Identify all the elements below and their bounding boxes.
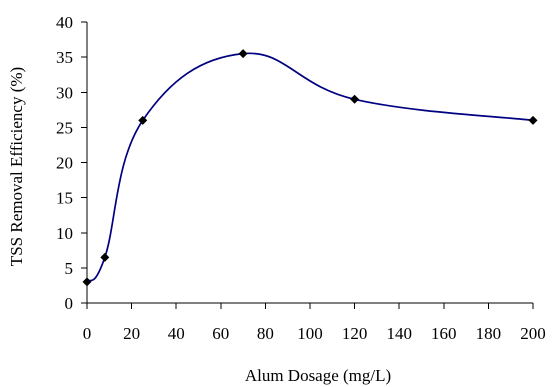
series-line xyxy=(86,52,534,283)
x-tick-label: 100 xyxy=(297,324,323,343)
x-tick-label: 160 xyxy=(431,324,457,343)
y-tick-label: 35 xyxy=(56,48,73,67)
plot-area xyxy=(82,49,538,287)
x-tick-label: 40 xyxy=(168,324,185,343)
x-axis-title: Alum Dosage (mg/L) xyxy=(245,366,391,385)
y-tick-label: 20 xyxy=(56,154,73,173)
data-point-marker xyxy=(350,94,360,104)
y-tick-label: 15 xyxy=(56,189,73,208)
axes xyxy=(86,22,533,304)
data-point-marker xyxy=(82,277,92,287)
x-tick-label: 140 xyxy=(386,324,412,343)
y-tick-label: 5 xyxy=(65,259,74,278)
x-axis-ticks: 0 20 40 60 80 100 120 140 160 180 200 xyxy=(83,303,546,343)
y-tick-label: 0 xyxy=(65,294,74,313)
data-markers xyxy=(82,49,538,287)
y-axis-ticks: 0 5 10 15 20 25 30 35 40 xyxy=(56,13,87,313)
x-tick-label: 20 xyxy=(123,324,140,343)
data-point-marker xyxy=(528,115,538,125)
y-tick-label: 30 xyxy=(56,83,73,102)
y-tick-label: 40 xyxy=(56,13,73,32)
data-point-marker xyxy=(138,115,148,125)
x-tick-label: 0 xyxy=(83,324,92,343)
x-tick-label: 180 xyxy=(476,324,502,343)
y-tick-label: 10 xyxy=(56,224,73,243)
x-tick-label: 200 xyxy=(520,324,546,343)
data-point-marker xyxy=(238,49,248,59)
y-tick-label: 25 xyxy=(56,118,73,137)
y-axis-title: TSS Removal Efficiency (%) xyxy=(7,67,26,266)
x-tick-label: 120 xyxy=(342,324,368,343)
x-tick-label: 60 xyxy=(212,324,229,343)
data-point-marker xyxy=(100,252,110,262)
x-tick-label: 80 xyxy=(257,324,274,343)
